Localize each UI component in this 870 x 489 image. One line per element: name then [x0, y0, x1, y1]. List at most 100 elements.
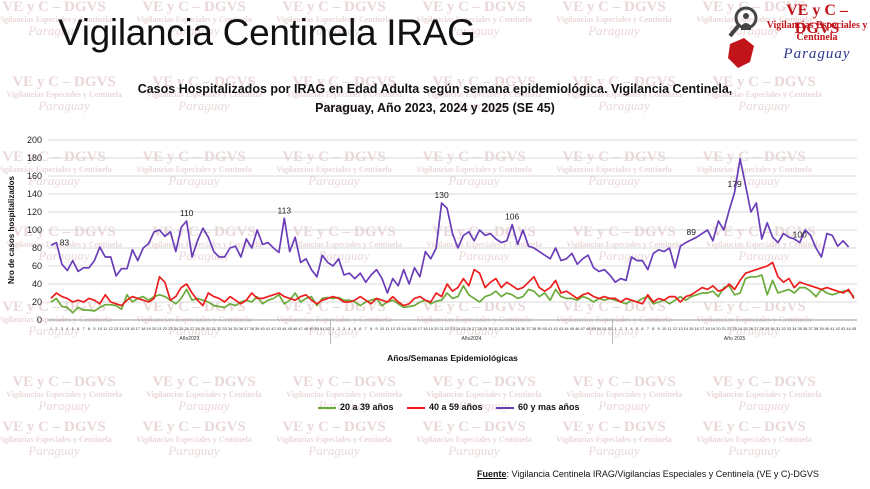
x-tick-label: 45 [288, 326, 293, 331]
x-tick-label: 47 [580, 326, 585, 331]
y-axis-title: Nro de casos hospitalizados [7, 175, 16, 284]
x-tick-label: 12 [108, 326, 113, 331]
x-tick-label: 30 [770, 326, 775, 331]
x-tick-label: 37 [244, 326, 249, 331]
data-label: 179 [728, 179, 742, 189]
series-line-2 [50, 158, 850, 294]
y-tick-label: 200 [27, 135, 42, 145]
x-tick-label: 42 [553, 326, 558, 331]
x-tick-label: 5 [354, 326, 357, 331]
x-tick-label: 10 [662, 326, 667, 331]
x-tick-label: 46 [293, 326, 298, 331]
y-tick-label: 0 [37, 315, 42, 325]
x-tick-label: 25 [179, 326, 184, 331]
x-tick-label: 41 [548, 326, 553, 331]
data-label: 89 [686, 227, 696, 237]
x-tick-label: 28 [195, 326, 200, 331]
x-tick-label: 49 [591, 326, 596, 331]
x-tick-label: 36 [239, 326, 244, 331]
x-tick-label: 40 [260, 326, 265, 331]
x-tick-label: 3 [343, 326, 346, 331]
x-tick-label: 34 [792, 326, 797, 331]
x-tick-label: 34 [510, 326, 515, 331]
chart-title: Casos Hospitalizados por IRAG en Edad Ad… [137, 82, 733, 115]
x-tick-label: 28 [760, 326, 765, 331]
x-tick-label: 52 [325, 326, 330, 331]
x-tick-label: 36 [803, 326, 808, 331]
y-tick-label: 20 [32, 297, 42, 307]
x-tick-label: 32 [781, 326, 786, 331]
x-tick-label: 5 [636, 326, 639, 331]
x-tick-label: 10 [380, 326, 385, 331]
x-tick-label: 21 [439, 326, 444, 331]
x-tick-label: 4 [348, 326, 351, 331]
x-tick-label: 1 [50, 326, 53, 331]
x-tick-label: 41 [830, 326, 835, 331]
x-tick-label: 32 [217, 326, 222, 331]
series-line-0 [50, 274, 855, 314]
x-tick-label: 27 [754, 326, 759, 331]
series-line-1 [50, 261, 855, 307]
x-tick-label: 32 [499, 326, 504, 331]
x-tick-label: 20 [152, 326, 157, 331]
x-tick-label: 45 [570, 326, 575, 331]
x-tick-label: 26 [749, 326, 754, 331]
logo-subtitle: Vigilancias Especiales y Centinela [766, 20, 868, 43]
legend-swatch-60-plus [496, 406, 514, 409]
x-tick-label: 31 [776, 326, 781, 331]
x-tick-label: 22 [445, 326, 450, 331]
x-tick-label: 30 [206, 326, 211, 331]
legend-label-40-59: 40 a 59 años [429, 402, 483, 412]
data-label: 113 [278, 205, 292, 215]
x-tick-label: 48 [586, 326, 591, 331]
x-tick-label: 4 [66, 326, 69, 331]
data-label: 81 [859, 0, 869, 2]
x-tick-label: 18 [141, 326, 146, 331]
x-tick-label: 30 [488, 326, 493, 331]
x-tick-label: 13 [114, 326, 119, 331]
x-tick-label: 38 [814, 326, 819, 331]
x-tick-label: 13 [678, 326, 683, 331]
data-label: 130 [435, 190, 449, 200]
year-label: Año 2025 [724, 336, 746, 342]
x-tick-label: 33 [222, 326, 227, 331]
legend-item-20-39: 20 a 39 años [318, 402, 394, 412]
x-tick-label: 6 [641, 326, 644, 331]
x-tick-label: 14 [401, 326, 406, 331]
x-tick-label: 25 [743, 326, 748, 331]
x-tick-label: 8 [652, 326, 655, 331]
x-tick-label: 41 [266, 326, 271, 331]
x-tick-label: 31 [212, 326, 217, 331]
x-tick-label: 9 [375, 326, 378, 331]
x-tick-label: 2 [55, 326, 58, 331]
x-tick-label: 9 [658, 326, 661, 331]
x-axis-title: Años/Semanas Epidemiológicas [387, 353, 518, 363]
x-tick-label: 44 [564, 326, 569, 331]
watermark-tile: VE y C – DGVS Vigilancias Especiales y Ce… [0, 419, 112, 459]
x-tick-label: 51 [320, 326, 325, 331]
x-tick-label: 17 [418, 326, 423, 331]
legend-label-20-39: 20 a 39 años [340, 402, 394, 412]
data-label: 106 [505, 212, 519, 222]
x-tick-label: 7 [647, 326, 650, 331]
x-tick-label: 36 [521, 326, 526, 331]
x-tick-label: 3 [625, 326, 628, 331]
x-tick-label: 1 [332, 326, 335, 331]
x-tick-label: 29 [483, 326, 488, 331]
y-tick-label: 160 [27, 171, 42, 181]
x-tick-label: 51 [602, 326, 607, 331]
y-tick-label: 100 [27, 225, 42, 235]
data-label: 110 [180, 208, 194, 218]
x-tick-label: 45 [852, 326, 857, 331]
magnifier-person-icon [728, 6, 758, 68]
watermark-tile: VE y C – DGVS Vigilancias Especiales y Ce… [276, 419, 392, 459]
x-tick-label: 43 [841, 326, 846, 331]
x-tick-label: 42 [271, 326, 276, 331]
x-tick-label: 37 [808, 326, 813, 331]
x-tick-label: 31 [494, 326, 499, 331]
x-tick-label: 24 [174, 326, 179, 331]
x-tick-label: 26 [184, 326, 189, 331]
watermark-tile: VE y C – DGVS Vigilancias Especiales y Ce… [416, 419, 532, 459]
x-tick-label: 38 [532, 326, 537, 331]
dgvs-logo: VE y C – DGVS Vigilancias Especiales y C… [724, 2, 870, 74]
